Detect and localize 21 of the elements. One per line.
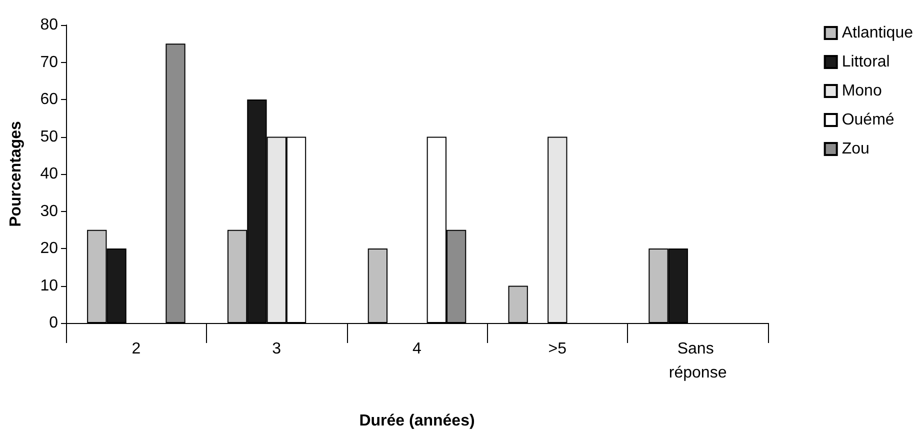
x-axis-title: Durée (années) <box>359 412 475 430</box>
x-tick-label: 2 <box>132 340 141 358</box>
y-axis-title: Pourcentages <box>8 120 24 227</box>
y-tick-label: 70 <box>40 54 58 71</box>
legend-label: Ouémé <box>842 112 894 128</box>
legend-label: Zou <box>842 140 870 158</box>
y-tick-label: 20 <box>40 240 58 257</box>
x-tick-label: 3 <box>272 340 282 358</box>
y-tick-label: 0 <box>49 314 58 332</box>
y-tick-label: 50 <box>40 128 58 146</box>
x-tick-label: Sans réponse <box>668 340 727 382</box>
legend-label: Atlantique <box>842 24 914 42</box>
y-tick-label: 40 <box>40 166 58 182</box>
x-tick-label: >5 <box>548 340 567 358</box>
x-tick-label: 4 <box>412 340 422 358</box>
legend-label: Littoral <box>842 54 890 70</box>
y-tick-label: 30 <box>40 202 58 220</box>
y-tick-label: 10 <box>40 277 58 294</box>
legend-label: Mono <box>842 82 882 100</box>
y-tick-label: 80 <box>40 16 58 34</box>
y-tick-label: 60 <box>40 91 58 108</box>
